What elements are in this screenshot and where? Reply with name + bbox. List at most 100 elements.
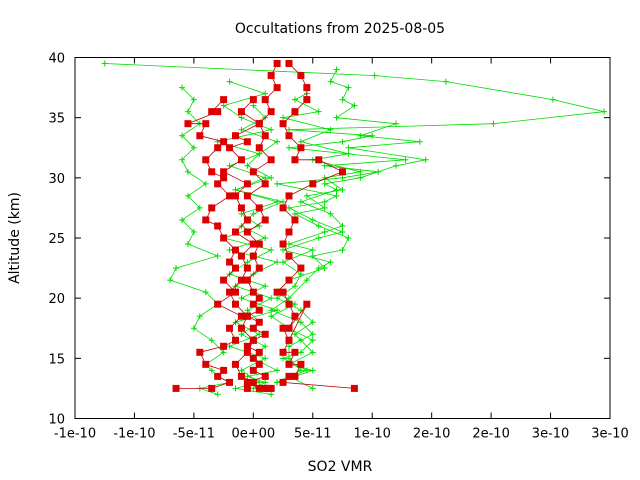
data-point: [232, 132, 239, 140]
data-point: [490, 120, 497, 127]
data-point: [196, 204, 203, 211]
data-point: [291, 210, 298, 217]
y-tick-label: 30: [48, 172, 65, 187]
data-point: [232, 385, 239, 392]
data-point: [220, 342, 228, 350]
series-layer: [101, 60, 608, 398]
data-point: [184, 168, 191, 175]
data-point: [196, 348, 204, 356]
data-point: [243, 138, 251, 146]
data-point: [285, 132, 293, 140]
data-point: [238, 114, 245, 121]
data-point: [226, 378, 234, 386]
data-point: [416, 138, 423, 145]
data-point: [226, 324, 234, 332]
data-point: [262, 235, 269, 241]
data-point: [167, 277, 174, 284]
data-point: [274, 295, 281, 302]
data-point: [208, 168, 216, 176]
data-point: [297, 198, 304, 205]
data-point: [297, 264, 305, 272]
data-point: [226, 258, 234, 266]
data-point: [214, 300, 222, 308]
data-point: [232, 228, 239, 236]
data-point: [309, 180, 317, 188]
data-point: [357, 168, 364, 175]
data-point: [250, 385, 257, 392]
data-point: [238, 210, 245, 217]
data-point: [237, 324, 245, 332]
plot-frame: [74, 57, 611, 419]
data-point: [243, 216, 251, 224]
data-point: [297, 337, 304, 344]
data-point: [279, 120, 287, 128]
data-point: [273, 84, 281, 92]
data-point: [309, 216, 316, 223]
data-point: [243, 228, 251, 236]
data-point: [214, 222, 222, 230]
data-point: [303, 367, 310, 374]
data-point: [232, 336, 239, 344]
data-point: [243, 384, 251, 392]
data-point: [202, 156, 210, 164]
x-tick-label: 2e-10: [472, 427, 510, 442]
data-point: [357, 132, 364, 139]
data-point: [291, 283, 298, 290]
data-point: [268, 247, 275, 254]
data-point: [315, 108, 322, 115]
data-point: [208, 108, 216, 116]
data-point: [179, 132, 185, 139]
data-point: [202, 289, 209, 296]
data-point: [549, 96, 556, 103]
data-point: [297, 72, 305, 80]
data-point: [297, 138, 304, 145]
data-point: [243, 180, 251, 188]
x-tick-label: 0e+00: [231, 427, 275, 442]
data-point: [172, 384, 180, 392]
data-point: [261, 96, 269, 104]
data-point: [237, 312, 245, 320]
data-point: [321, 198, 328, 205]
data-point: [262, 379, 269, 386]
data-point: [237, 372, 245, 380]
data-point: [291, 301, 298, 308]
data-point: [285, 336, 293, 344]
data-point: [393, 120, 399, 127]
data-point: [285, 300, 293, 308]
y-tick-label: 10: [48, 413, 65, 428]
data-point: [208, 384, 216, 392]
data-point: [268, 126, 275, 133]
data-point: [274, 180, 281, 187]
data-point: [244, 162, 251, 169]
data-point: [339, 247, 346, 254]
data-point: [280, 247, 287, 254]
x-tick-label: -5e-11: [173, 427, 215, 442]
data-point: [226, 78, 233, 85]
data-point: [371, 72, 378, 79]
data-point: [232, 300, 239, 308]
data-point: [256, 150, 263, 157]
data-point: [333, 186, 340, 193]
data-point: [274, 259, 281, 266]
data-point: [291, 96, 298, 103]
data-point: [220, 96, 228, 104]
data-point: [422, 156, 429, 163]
data-point: [291, 372, 299, 380]
data-point: [345, 235, 352, 241]
data-point: [274, 379, 281, 386]
data-point: [291, 156, 299, 164]
data-point: [261, 330, 269, 338]
data-point: [321, 265, 328, 272]
data-point: [249, 168, 257, 176]
data-point: [262, 355, 269, 362]
data-point: [321, 162, 328, 169]
data-point: [255, 204, 263, 212]
data-point: [208, 367, 215, 374]
data-point: [190, 325, 197, 332]
data-point: [196, 313, 203, 320]
data-point: [393, 162, 399, 169]
x-tick-label: 2e-10: [413, 427, 451, 442]
data-point: [255, 294, 263, 302]
data-point: [232, 360, 239, 368]
data-point: [237, 276, 245, 284]
